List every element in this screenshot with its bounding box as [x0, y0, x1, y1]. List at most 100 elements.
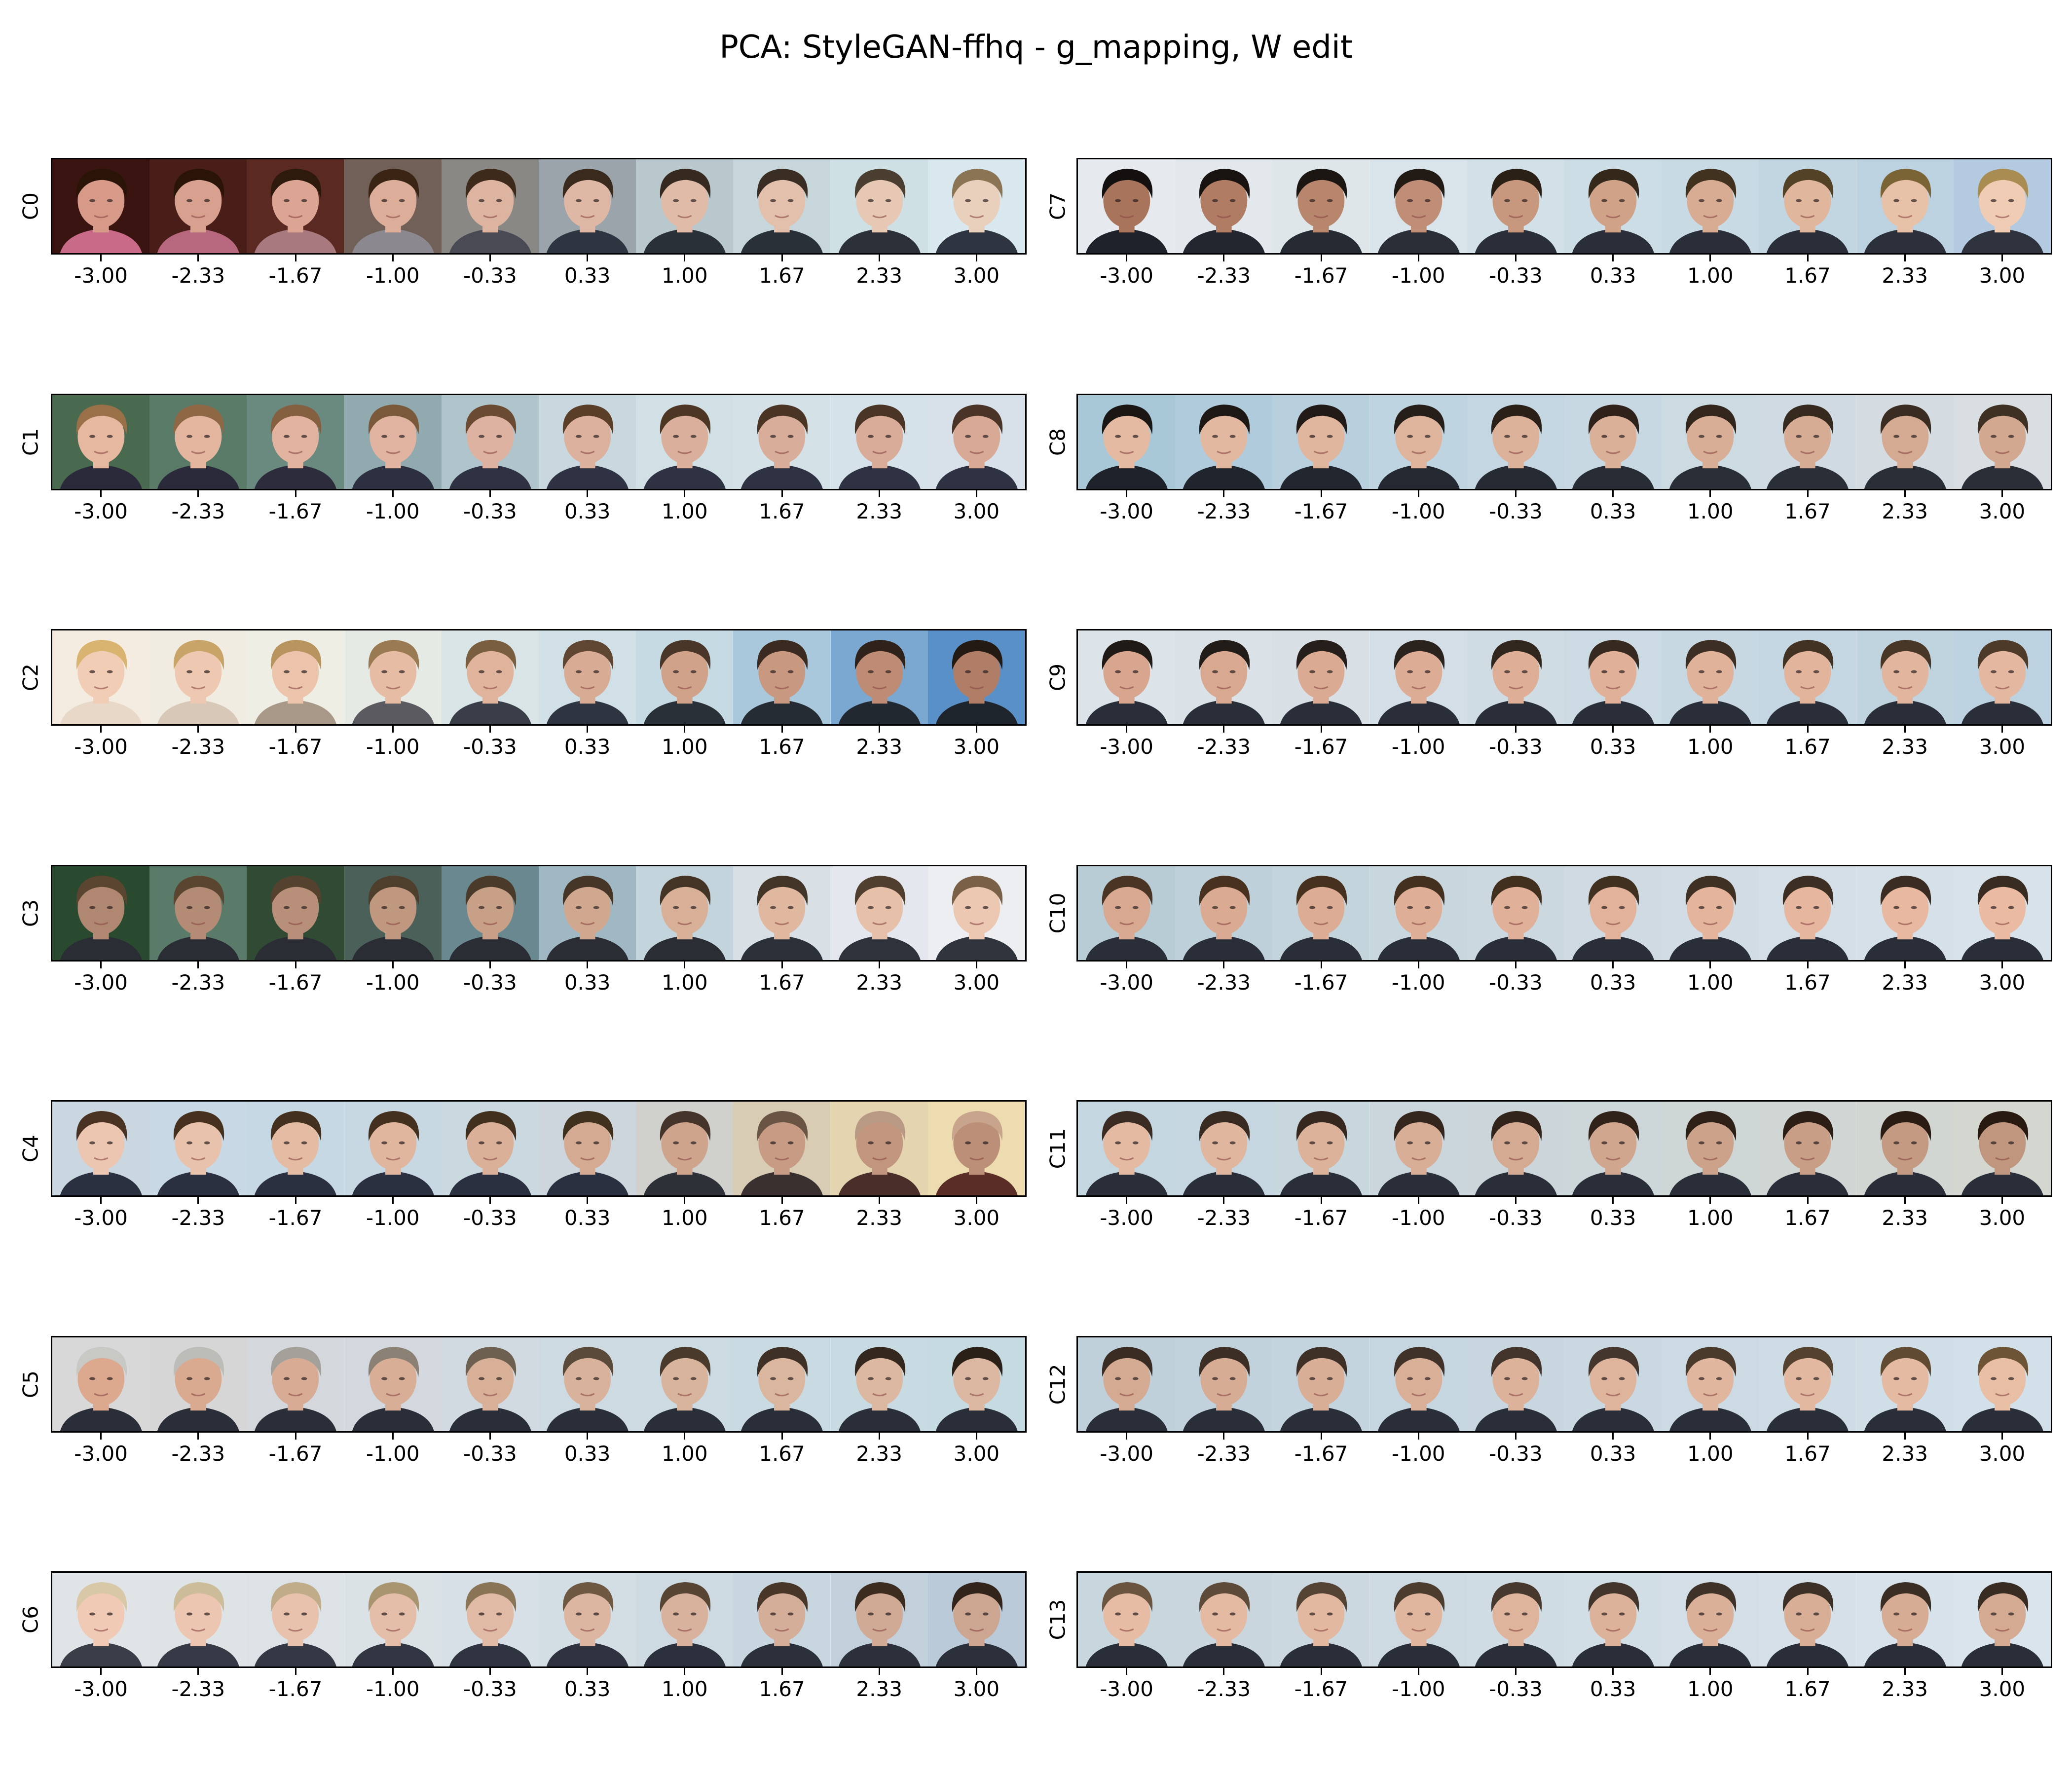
- face-image: [1759, 159, 1857, 253]
- face-image: [149, 159, 247, 253]
- x-tick: [1904, 1668, 1906, 1675]
- x-tick: [392, 255, 394, 261]
- face-strip: [1076, 1571, 2052, 1668]
- face-image: [539, 395, 636, 489]
- face-image: [539, 1102, 636, 1195]
- x-tick: [295, 962, 296, 968]
- x-tick-label: 1.00: [662, 499, 708, 523]
- face-image: [1369, 1337, 1468, 1431]
- x-tick: [1612, 726, 1614, 733]
- face-image: [1369, 1102, 1468, 1195]
- face-image: [247, 395, 345, 489]
- x-tick-label: -1.67: [1294, 970, 1348, 995]
- x-tick-label: 1.67: [759, 1206, 805, 1230]
- face-image: [1662, 630, 1759, 724]
- x-tick-label: -1.67: [1294, 499, 1348, 523]
- face-image: [1759, 1573, 1857, 1666]
- face-image: [830, 866, 928, 960]
- x-tick: [295, 1197, 296, 1204]
- x-tick-label: -1.00: [1391, 263, 1445, 288]
- x-tick: [878, 726, 880, 733]
- x-tick-label: -0.33: [463, 735, 517, 759]
- x-tick-label: 0.33: [564, 1677, 611, 1701]
- x-tick: [781, 1197, 783, 1204]
- face-image: [927, 395, 1025, 489]
- x-tick-label: -1.00: [1391, 1442, 1445, 1466]
- face-strip: [1076, 394, 2052, 490]
- x-tick: [1709, 490, 1711, 497]
- x-tick-label: -2.33: [1197, 499, 1251, 523]
- x-tick-label: 3.00: [1979, 1677, 2026, 1701]
- x-tick-label: -1.67: [1294, 263, 1348, 288]
- x-tick-label: 3.00: [1979, 499, 2026, 523]
- face-image: [247, 1102, 345, 1195]
- x-tick: [781, 1668, 783, 1675]
- x-tick: [587, 1197, 589, 1204]
- x-tick-label: 0.33: [564, 263, 611, 288]
- x-tick-label: -2.33: [1197, 970, 1251, 995]
- face-strip: [1076, 629, 2052, 726]
- x-tick-label: 1.67: [1784, 1442, 1831, 1466]
- x-tick-label: 1.67: [759, 263, 805, 288]
- x-tick: [1904, 1197, 1906, 1204]
- component-panel-c0: C0 -3.00 -2.33 -1.67 -1.00 -0.33 0.33 1.00 1.67 2…: [0, 158, 2072, 296]
- face-image: [52, 1102, 150, 1195]
- face-image: [1467, 630, 1565, 724]
- face-image: [636, 1337, 734, 1431]
- x-tick: [197, 962, 199, 968]
- face-image: [441, 395, 539, 489]
- component-label: C8: [1043, 394, 1073, 490]
- face-image: [733, 159, 831, 253]
- component-label-text: C7: [1045, 192, 1070, 221]
- x-tick: [781, 726, 783, 733]
- x-tick: [975, 962, 977, 968]
- x-tick-label: -1.00: [1391, 735, 1445, 759]
- x-tick-label: 2.33: [856, 263, 902, 288]
- face-image: [1272, 1337, 1370, 1431]
- x-tick-label: -3.00: [74, 970, 128, 995]
- face-image: [52, 1573, 150, 1666]
- face-image: [52, 630, 150, 724]
- x-tick-label: 3.00: [953, 1677, 1000, 1701]
- x-tick-label: -2.33: [171, 970, 225, 995]
- component-panel-c11: C11 -3.00 -2.33 -1.67 -1.00 -0.33 0.33 1.00 1.67…: [0, 1100, 2072, 1238]
- x-tick: [392, 490, 394, 497]
- face-image: [1662, 866, 1759, 960]
- face-image: [1078, 395, 1176, 489]
- x-tick-label: -1.00: [366, 735, 420, 759]
- face-image: [539, 630, 636, 724]
- face-image: [1467, 1102, 1565, 1195]
- face-image: [1564, 395, 1662, 489]
- face-image: [830, 395, 928, 489]
- face-strip: [51, 1100, 1027, 1197]
- face-image: [1953, 1573, 2051, 1666]
- face-image: [1467, 159, 1565, 253]
- x-tick-label: 0.33: [1590, 263, 1636, 288]
- x-tick-label: -2.33: [171, 1677, 225, 1701]
- x-tick: [1612, 255, 1614, 261]
- face-image: [1369, 630, 1468, 724]
- face-image: [441, 1102, 539, 1195]
- component-panel-c5: C5 -3.00 -2.33 -1.67 -1.00 -0.33 0.33 1.00 1.67 2…: [0, 1336, 2072, 1474]
- x-tick-label: 3.00: [953, 1442, 1000, 1466]
- x-tick-label: 0.33: [564, 970, 611, 995]
- x-tick-label: -1.67: [1294, 1206, 1348, 1230]
- x-tick-label: -0.33: [1489, 263, 1543, 288]
- face-image: [1078, 866, 1176, 960]
- x-tick: [1612, 962, 1614, 968]
- x-tick-label: 2.33: [856, 1206, 902, 1230]
- x-tick-label: 2.33: [856, 735, 902, 759]
- face-image: [1175, 866, 1273, 960]
- x-tick: [587, 1433, 589, 1440]
- x-tick: [100, 1668, 102, 1675]
- face-image: [344, 866, 442, 960]
- x-tick: [1515, 490, 1517, 497]
- x-tick-label: 1.67: [1784, 970, 1831, 995]
- face-image: [247, 1573, 345, 1666]
- face-image: [1175, 1573, 1273, 1666]
- face-image: [149, 866, 247, 960]
- x-tick-label: -2.33: [171, 263, 225, 288]
- x-tick-label: 1.00: [662, 970, 708, 995]
- x-tick-label: 2.33: [856, 1677, 902, 1701]
- x-tick: [1320, 255, 1322, 261]
